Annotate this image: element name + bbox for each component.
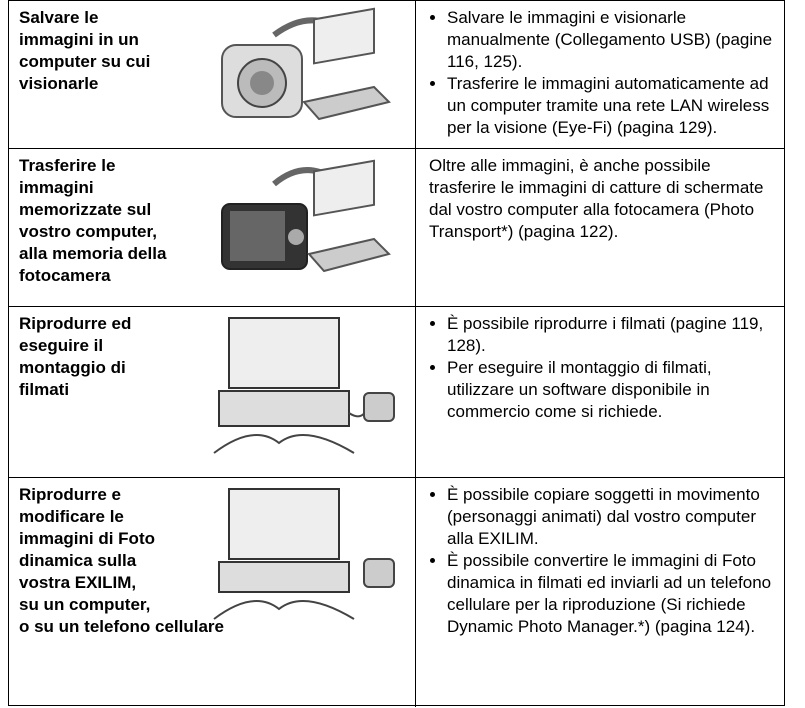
- row: Riprodurre ed eseguire il montaggio di film…: [9, 307, 784, 478]
- right-cell: È possibile riprodurre i filmati (pagine…: [429, 313, 779, 423]
- illustration: [213, 317, 395, 454]
- title-line: alla memoria della: [19, 244, 167, 263]
- row-title: Riprodurre e modificare le immagini di Fot…: [19, 484, 224, 638]
- bullet-item: È possibile copiare soggetti in moviment…: [447, 484, 779, 550]
- title-line: fotocamera: [19, 266, 111, 285]
- row: Salvare le immagini in un computer su cui v…: [9, 1, 784, 149]
- illustration: [221, 7, 391, 121]
- left-cell: Riprodurre ed eseguire il montaggio di film…: [9, 307, 416, 477]
- left-cell: Trasferire le immagini memorizzate sul vost…: [9, 149, 416, 306]
- title-line: vostro computer,: [19, 222, 157, 241]
- title-line: immagini di Foto: [19, 529, 155, 548]
- title-line: visionarle: [19, 74, 99, 93]
- right-cell: È possibile copiare soggetti in moviment…: [429, 484, 779, 638]
- description: Oltre alle immagini, è anche possibile t…: [429, 156, 764, 241]
- left-cell: Riprodurre e modificare le immagini di Fot…: [9, 478, 416, 707]
- illustration: [213, 488, 395, 620]
- title-line: immagini: [19, 178, 94, 197]
- title-line: immagini in un: [19, 30, 139, 49]
- table: Salvare le immagini in un computer su cui v…: [8, 0, 785, 707]
- bullet-list: È possibile riprodurre i filmati (pagine…: [429, 313, 779, 423]
- title-line: o su un telefono cellulare: [19, 617, 224, 636]
- title-line: eseguire il: [19, 336, 104, 355]
- title-line: filmati: [19, 380, 70, 399]
- title-line: Salvare le: [19, 8, 99, 27]
- bullet-item: Trasferire le immagini automaticamente a…: [447, 73, 779, 139]
- left-cell: Salvare le immagini in un computer su cui v…: [9, 1, 416, 148]
- title-line: Riprodurre ed: [19, 314, 132, 333]
- row: Riprodurre e modificare le immagini di Fot…: [9, 478, 784, 707]
- right-cell: Salvare le immagini e visionarle manualm…: [429, 7, 779, 139]
- row-title: Riprodurre ed eseguire il montaggio di film…: [19, 313, 131, 401]
- title-line: computer su cui: [19, 52, 151, 71]
- title-line: memorizzate sul: [19, 200, 152, 219]
- bullet-item: È possibile convertire le immagini di Fo…: [447, 550, 779, 638]
- row-title: Trasferire le immagini memorizzate sul vost…: [19, 155, 166, 287]
- title-line: modificare le: [19, 507, 124, 526]
- title-line: dinamica sulla: [19, 551, 137, 570]
- bullet-item: Per eseguire il montaggio di filmati, ut…: [447, 357, 779, 423]
- illustration: [221, 159, 391, 273]
- row-title: Salvare le immagini in un computer su cui v…: [19, 7, 150, 95]
- row: Trasferire le immagini memorizzate sul vost…: [9, 149, 784, 307]
- bullet-list: Salvare le immagini e visionarle manualm…: [429, 7, 779, 139]
- title-line: montaggio di: [19, 358, 126, 377]
- title-line: su un computer,: [19, 595, 151, 614]
- bullet-list: È possibile copiare soggetti in moviment…: [429, 484, 779, 638]
- title-line: Trasferire le: [19, 156, 116, 175]
- bullet-item: Salvare le immagini e visionarle manualm…: [447, 7, 779, 73]
- title-line: vostra EXILIM,: [19, 573, 137, 592]
- bullet-item: È possibile riprodurre i filmati (pagine…: [447, 313, 779, 357]
- title-line: Riprodurre e: [19, 485, 122, 504]
- right-cell: Oltre alle immagini, è anche possibile t…: [429, 155, 779, 243]
